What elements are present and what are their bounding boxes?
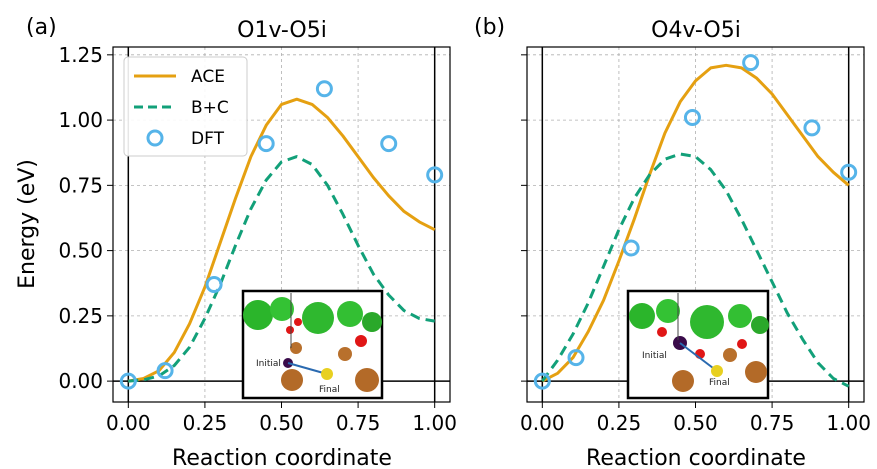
x-tick-label: 1.00: [412, 411, 457, 435]
y-tick-label: 0.50: [58, 239, 103, 263]
inset-b-atom: [751, 316, 769, 334]
x-tick-label: 0.25: [183, 411, 228, 435]
x-tick-label: 1.00: [826, 411, 871, 435]
inset-b-path: [679, 342, 718, 372]
panel-b-title: O4v-O5i: [651, 18, 741, 43]
inset-b-atom: [711, 365, 723, 377]
inset-a-atom: [362, 312, 382, 332]
inset-a-atom: [281, 369, 303, 391]
y-tick-label: 0.25: [58, 304, 103, 328]
inset-structure-a: Initial Final: [241, 289, 384, 400]
y-tick-label: 1.25: [58, 43, 103, 67]
inset-a-atom: [290, 342, 302, 354]
series-group-a: [119, 80, 444, 390]
inset-b-atom: [690, 305, 724, 339]
dft-point-b: [533, 372, 551, 390]
bc-line-a: [128, 155, 435, 383]
dft-point-a: [205, 276, 223, 294]
panel-a-title: O1v-O5i: [237, 18, 327, 43]
x-tick-label: 0.00: [520, 411, 565, 435]
legend-swatch-dft: [146, 129, 164, 147]
inset-b-atom: [629, 303, 655, 329]
x-tick-label: 0.50: [259, 411, 304, 435]
dft-point-a: [156, 362, 174, 380]
panel-a: 0.00 0.25 0.50 0.75 1.00 0.00 0.25 0.50 0.75 1.00…: [58, 43, 456, 435]
inset-a-atom: [338, 347, 352, 361]
dft-point-b: [622, 239, 640, 257]
inset-a-atom: [321, 368, 333, 380]
x-tick-label: 0.00: [106, 411, 151, 435]
inset-b-atom: [672, 370, 694, 392]
inset-b-atom: [656, 299, 680, 323]
inset-a-path: [287, 362, 328, 375]
inset-a-atom: [243, 300, 273, 330]
inset-a-atom: [302, 302, 334, 334]
bc-line-b: [541, 152, 850, 388]
inset-a-initial-label: Initial: [256, 359, 281, 369]
inset-a-atom: [337, 301, 363, 327]
y-axis-label: Energy (eV): [15, 159, 40, 289]
dft-point-b: [683, 108, 701, 126]
dft-point-a: [426, 166, 444, 184]
panel-b-xlabel: Reaction coordinate: [586, 446, 806, 469]
inset-b-atom: [723, 348, 737, 362]
dft-point-b: [803, 119, 821, 137]
dft-point-b: [567, 349, 585, 367]
legend-label-ace: ACE: [191, 67, 225, 87]
legend: ACE B+C DFT: [123, 56, 248, 157]
ace-line-b: [541, 63, 850, 383]
dft-point-b: [840, 163, 858, 181]
x-tick-label: 0.75: [750, 411, 795, 435]
inset-a-atom: [355, 335, 367, 347]
dft-point-a: [315, 80, 333, 98]
inset-b-atom: [745, 361, 767, 383]
legend-label-bc: B+C: [191, 98, 229, 118]
y-tick-label: 0.75: [58, 173, 103, 197]
inset-b-initial-label: Initial: [642, 351, 667, 361]
inset-b-atom: [657, 327, 667, 337]
series-group-b: [533, 54, 858, 390]
inset-b-final-label: Final: [709, 378, 730, 388]
inset-b-atom: [728, 304, 752, 328]
dft-point-a: [119, 372, 137, 390]
panel-a-letter: (a): [26, 15, 57, 40]
panel-b-letter: (b): [474, 15, 505, 40]
y-tick-label: 1.00: [58, 108, 103, 132]
inset-a-atom: [286, 326, 294, 334]
panel-a-xlabel: Reaction coordinate: [172, 446, 392, 469]
inset-b-atom: [737, 339, 747, 349]
inset-a-atom: [270, 297, 294, 321]
x-tick-label: 0.25: [597, 411, 642, 435]
dft-point-a: [257, 135, 275, 153]
ace-line-a: [128, 97, 436, 383]
y-tick-label: 0.00: [58, 369, 103, 393]
inset-a-final-label: Final: [319, 385, 340, 395]
inset-a-atom: [294, 318, 302, 326]
x-tick-label: 0.75: [336, 411, 381, 435]
dft-point-b: [742, 54, 760, 72]
legend-label-dft: DFT: [191, 129, 225, 149]
dft-point-a: [380, 135, 398, 153]
inset-a-atom: [355, 368, 379, 392]
x-tick-label: 0.50: [673, 411, 718, 435]
inset-structure-b: Initial Final: [626, 289, 770, 400]
